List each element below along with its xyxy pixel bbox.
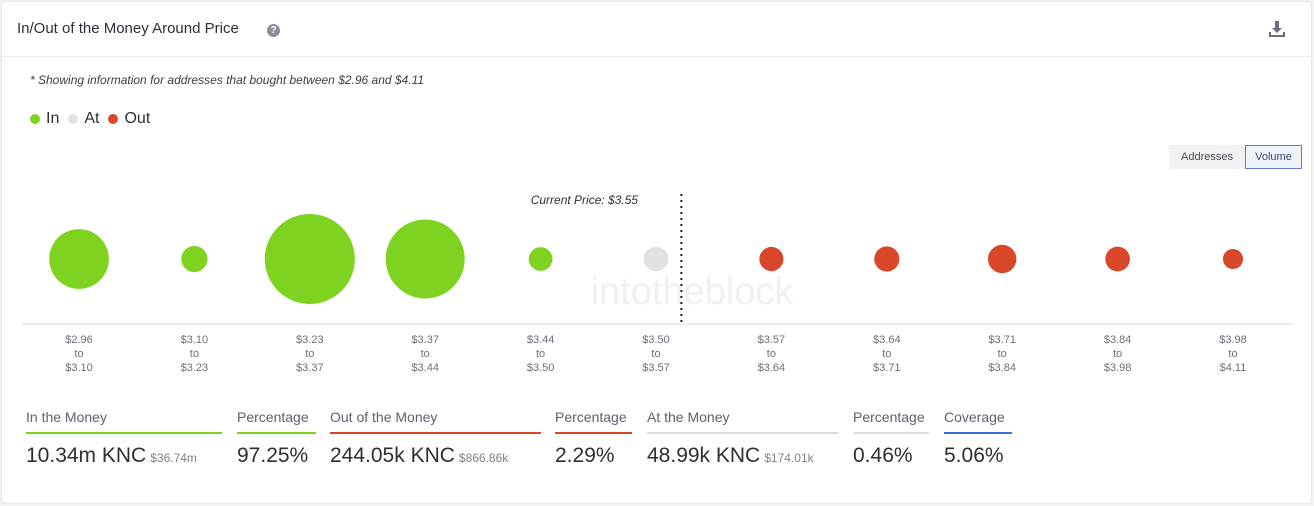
stat-value-text: 2.29% [555,444,615,467]
bubble-in [49,229,109,289]
tick-label: $3.23 [296,334,324,346]
watermark-text: intotheblock [591,271,795,313]
tick-label: $3.64 [758,362,786,374]
tick-label: $3.57 [642,362,670,374]
current-price-label: Current Price: $3.55 [531,193,639,207]
stat-1: Percentage 97.25% [237,409,316,468]
stat-value: 0.46% [853,444,929,468]
tick-label: $3.44 [411,362,439,374]
tick-label-to: to [651,348,660,360]
stat-3: Percentage 2.29% [555,409,632,468]
stat-label: Out of the Money [330,409,541,434]
stat-usd-value: $866.86k [459,451,508,465]
tick-label: $3.71 [873,362,901,374]
tick-label: $3.71 [988,334,1016,346]
tick-label: $3.44 [527,334,555,346]
stat-value-text: 10.34m KNC [26,444,146,467]
stat-value-text: 244.05k KNC [330,444,455,467]
stat-value: 97.25% [237,444,316,468]
download-icon[interactable] [1268,20,1286,38]
legend-item-at[interactable]: At [68,110,99,128]
tick-label: $3.50 [527,362,555,374]
range-note: * Showing information for addresses that… [30,73,424,87]
card-header: In/Out of the Money Around Price ? [2,2,1311,57]
bubble-in [181,246,207,272]
stat-usd-value: $36.74m [150,451,197,465]
tick-label: $3.37 [296,362,324,374]
tick-label: $4.11 [1220,362,1247,374]
legend-label-out: Out [124,110,150,128]
stat-value-text: 97.25% [237,444,308,467]
bubble-out [1105,247,1130,272]
bubble-at [644,247,669,272]
bubble-in [265,214,355,304]
stat-label: Percentage [853,409,929,434]
tick-label: $3.50 [642,334,670,346]
tick-label-to: to [190,348,199,360]
bubble-in [386,220,465,299]
tick-label-to: to [1113,348,1122,360]
addresses-toggle-button[interactable]: Addresses [1169,145,1245,169]
stat-value-text: 5.06% [944,444,1004,467]
tick-label: $2.96 [65,334,93,346]
tick-label: $3.84 [1104,334,1132,346]
tick-label: $3.64 [873,334,901,346]
legend-dot-at [68,114,78,124]
volume-toggle-button[interactable]: Volume [1245,145,1302,169]
stat-6: Coverage 5.06% [944,409,1012,468]
tick-label-to: to [998,348,1007,360]
stat-label: Percentage [237,409,316,434]
bubble-in [529,247,553,271]
tick-label-to: to [767,348,776,360]
bubble-chart: intotheblock $2.96 to $3.10 $3.10 to $3.23 $3.2… [2,182,1313,382]
legend-label-at: At [84,110,99,128]
card-title: In/Out of the Money Around Price [17,20,239,37]
tick-label: $3.98 [1219,334,1247,346]
stat-label: In the Money [26,409,222,434]
legend: In At Out [30,110,159,128]
stat-label: At the Money [647,409,838,434]
bubble-out [988,245,1016,273]
bubble-out [874,246,899,271]
tick-label: $3.23 [181,362,209,374]
stat-value-text: 48.99k KNC [647,444,760,467]
legend-item-in[interactable]: In [30,110,59,128]
legend-dot-out [108,114,118,124]
question-circle-icon[interactable]: ? [267,24,280,37]
stat-5: Percentage 0.46% [853,409,929,468]
tick-label-to: to [421,348,430,360]
stat-label: Coverage [944,409,1012,434]
stat-2: Out of the Money 244.05k KNC $866.86k [330,409,541,468]
stat-value-text: 0.46% [853,444,913,467]
tick-label: $3.84 [988,362,1016,374]
bubble-out [1223,249,1243,269]
tick-label-to: to [882,348,891,360]
stat-value: 5.06% [944,444,1012,468]
tick-label-to: to [536,348,545,360]
legend-label-in: In [46,110,59,128]
tick-label: $3.98 [1104,362,1132,374]
stat-value: 2.29% [555,444,632,468]
stat-label: Percentage [555,409,632,434]
tick-label: $3.37 [411,334,439,346]
bubble-out [759,247,783,271]
tick-label: $3.10 [181,334,209,346]
tick-label-to: to [74,348,83,360]
stat-0: In the Money 10.34m KNC $36.74m [26,409,222,468]
stat-value: 10.34m KNC $36.74m [26,444,222,468]
stat-value: 244.05k KNC $866.86k [330,444,541,468]
stat-usd-value: $174.01k [764,451,813,465]
stat-4: At the Money 48.99k KNC $174.01k [647,409,838,468]
stat-value: 48.99k KNC $174.01k [647,444,838,468]
legend-dot-in [30,114,40,124]
legend-item-out[interactable]: Out [108,110,150,128]
tick-label: $3.10 [65,362,93,374]
tick-label: $3.57 [758,334,786,346]
tick-label-to: to [305,348,314,360]
tick-label-to: to [1228,348,1237,360]
